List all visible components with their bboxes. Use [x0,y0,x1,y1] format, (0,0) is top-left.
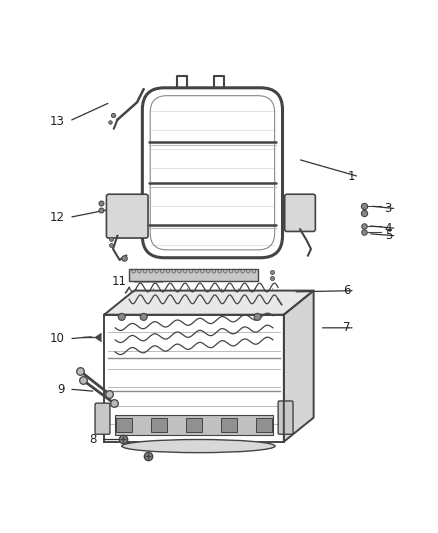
Circle shape [224,270,227,273]
Bar [186,418,202,432]
Circle shape [195,270,198,273]
Circle shape [189,270,193,273]
Circle shape [206,270,210,273]
Bar [115,415,273,435]
Bar [221,418,237,432]
Circle shape [230,270,233,273]
Circle shape [118,313,125,320]
Circle shape [252,270,256,273]
FancyBboxPatch shape [278,401,293,434]
Circle shape [178,270,181,273]
Circle shape [241,270,244,273]
Circle shape [149,270,152,273]
Text: 5: 5 [385,229,392,243]
Circle shape [138,270,141,273]
Circle shape [254,313,261,320]
Circle shape [201,270,204,273]
Circle shape [235,270,239,273]
Circle shape [218,270,221,273]
Text: 1: 1 [347,170,355,183]
Circle shape [155,270,158,273]
Circle shape [140,313,147,320]
Text: 7: 7 [343,321,350,334]
Circle shape [166,270,170,273]
Ellipse shape [122,440,275,453]
Circle shape [247,270,250,273]
Text: 8: 8 [89,433,96,446]
FancyBboxPatch shape [95,403,110,434]
Bar [104,314,284,442]
Text: 11: 11 [112,276,127,288]
Text: 10: 10 [50,332,65,345]
Text: 9: 9 [57,383,65,395]
Circle shape [212,270,215,273]
Circle shape [160,270,164,273]
Circle shape [184,270,187,273]
Polygon shape [104,290,314,314]
FancyBboxPatch shape [285,194,315,231]
Bar [129,269,258,280]
Text: 6: 6 [343,284,350,297]
Polygon shape [284,290,314,442]
Bar [256,418,272,432]
Text: 4: 4 [385,222,392,235]
Text: 13: 13 [50,115,65,127]
Text: 3: 3 [385,202,392,215]
Bar [116,418,132,432]
Circle shape [132,270,135,273]
FancyBboxPatch shape [106,194,148,238]
Circle shape [143,270,147,273]
Bar [151,418,167,432]
Text: 12: 12 [50,211,65,224]
Circle shape [172,270,176,273]
